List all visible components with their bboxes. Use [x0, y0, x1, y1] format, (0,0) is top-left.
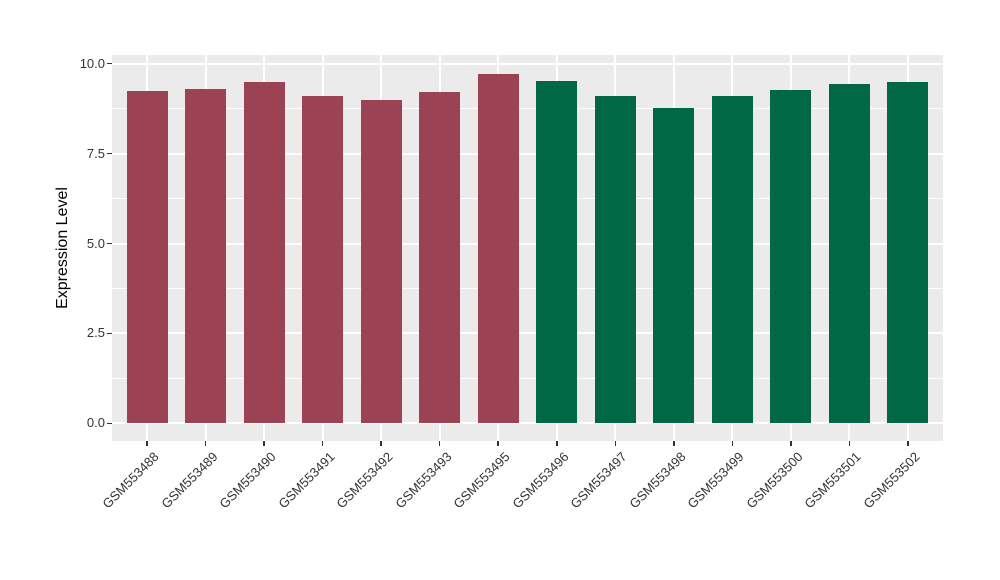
x-tick-label-GSM553488: GSM553488	[99, 449, 162, 512]
x-tick-mark	[731, 441, 734, 446]
major-gridline	[112, 152, 943, 155]
major-gridline	[112, 422, 943, 425]
x-tick-label-GSM553501: GSM553501	[801, 449, 864, 512]
x-tick-label-GSM553496: GSM553496	[509, 449, 572, 512]
y-tick-label: 10.0	[79, 55, 105, 71]
bar-GSM553489	[185, 88, 227, 424]
bar-GSM553501	[828, 84, 870, 424]
y-tick-mark	[106, 242, 112, 245]
x-tick-label-GSM553500: GSM553500	[743, 449, 806, 512]
minor-gridline	[112, 287, 943, 289]
x-tick-mark	[204, 441, 207, 446]
x-tick-label-GSM553489: GSM553489	[158, 449, 221, 512]
x-tick-mark	[321, 441, 324, 446]
x-tick-mark	[614, 441, 617, 446]
bar-GSM553496	[536, 80, 578, 424]
plot-panel	[112, 55, 943, 441]
minor-gridline	[112, 377, 943, 379]
x-tick-label-GSM553497: GSM553497	[567, 449, 630, 512]
x-tick-mark	[380, 441, 382, 446]
x-tick-label-GSM553502: GSM553502	[860, 449, 923, 512]
x-tick-mark	[848, 441, 851, 446]
bar-GSM553488	[126, 90, 168, 424]
major-gridline	[112, 62, 943, 65]
minor-gridline	[112, 108, 943, 110]
x-tick-mark	[263, 441, 265, 446]
x-tick-mark	[556, 441, 558, 446]
x-tick-label-GSM553491: GSM553491	[275, 449, 338, 512]
y-tick-mark	[106, 62, 112, 65]
bar-GSM553502	[887, 82, 929, 424]
x-tick-label-GSM553498: GSM553498	[626, 449, 689, 512]
minor-gridline	[112, 198, 943, 200]
y-tick-mark	[106, 422, 112, 425]
x-tick-mark	[790, 441, 792, 446]
bar-GSM553491	[302, 96, 344, 424]
y-tick-label: 0.0	[86, 415, 105, 431]
major-gridline	[112, 242, 943, 245]
x-tick-label-GSM553490: GSM553490	[216, 449, 279, 512]
x-tick-mark	[438, 441, 441, 446]
bar-GSM553500	[770, 90, 812, 424]
y-tick-mark	[106, 332, 112, 335]
y-tick-label: 7.5	[86, 145, 105, 161]
x-tick-label-GSM553499: GSM553499	[684, 449, 747, 512]
bar-GSM553499	[711, 95, 753, 424]
x-tick-label-GSM553493: GSM553493	[392, 449, 455, 512]
bar-GSM553490	[243, 81, 285, 424]
y-tick-label: 5.0	[86, 235, 105, 251]
bar-GSM553495	[477, 74, 519, 424]
x-tick-mark	[673, 441, 675, 446]
x-tick-label-GSM553495: GSM553495	[450, 449, 513, 512]
major-gridline	[112, 332, 943, 335]
x-tick-mark	[146, 441, 148, 446]
x-tick-mark	[907, 441, 909, 446]
bar-GSM553492	[360, 99, 402, 424]
bar-GSM553498	[653, 108, 695, 424]
y-tick-mark	[106, 152, 112, 155]
x-tick-mark	[497, 441, 499, 446]
bar-GSM553493	[419, 91, 461, 424]
x-tick-label-GSM553492: GSM553492	[333, 449, 396, 512]
y-tick-label: 2.5	[86, 325, 105, 341]
bar-GSM553497	[594, 96, 636, 424]
